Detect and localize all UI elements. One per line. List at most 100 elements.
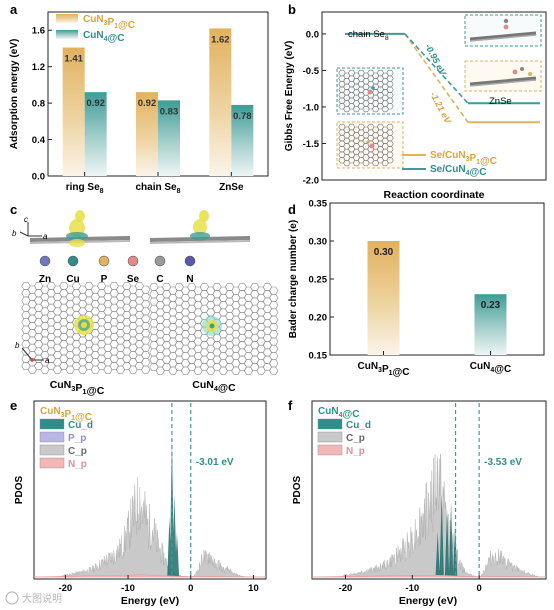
panel-letter-a: a bbox=[10, 2, 18, 17]
element-swatch bbox=[154, 255, 166, 267]
bar-value-label: 0.92 bbox=[138, 98, 157, 109]
watermark-text: 大图说明 bbox=[22, 592, 62, 605]
x-tick-label: 0 bbox=[476, 583, 481, 594]
bar bbox=[231, 104, 254, 176]
legend-a: CuN3P1@C CuN4@C bbox=[56, 14, 135, 44]
y-ticks-a: 0.0 0.4 0.8 1.2 1.6 bbox=[32, 26, 52, 183]
bar bbox=[474, 294, 507, 355]
legend-swatch bbox=[39, 431, 65, 443]
c_p-area bbox=[312, 453, 546, 578]
y-tick-label: 0.8 bbox=[32, 99, 45, 110]
legend-label-se-cun4: Se/CuN4@C bbox=[430, 164, 486, 178]
step-label-cun4: -0.95 eV bbox=[423, 42, 448, 78]
legend-label: N_p bbox=[346, 446, 365, 457]
bars-a: 1.410.92 0.920.831.620.78 bbox=[62, 28, 254, 177]
axis-label-b-top: b bbox=[12, 229, 17, 238]
element-swatch bbox=[67, 255, 79, 267]
x-tick-label: ring Se8 bbox=[66, 182, 104, 195]
energy-profile-b bbox=[345, 32, 540, 124]
x-tick-label: -10 bbox=[121, 583, 135, 594]
bar bbox=[209, 28, 232, 177]
x-ticks-e: -20 -10 0 10 bbox=[58, 575, 259, 594]
legend-swatch bbox=[317, 418, 343, 430]
legend-swatch bbox=[39, 457, 65, 469]
axes-frame-d bbox=[329, 202, 545, 356]
legend-label: N_p bbox=[68, 459, 87, 470]
element-label: C bbox=[156, 274, 163, 285]
bar-value-label: 1.41 bbox=[64, 54, 83, 65]
bar bbox=[62, 47, 85, 177]
axis-label-a-top: a bbox=[43, 232, 48, 241]
y-ticks-d: 0.15 0.20 0.25 0.30 0.35 bbox=[309, 199, 334, 362]
top-view-cun4 bbox=[149, 283, 279, 375]
x-tick-label: -20 bbox=[339, 583, 353, 594]
element-swatch bbox=[39, 255, 51, 267]
x-axis-label-f: Energy (eV) bbox=[399, 595, 457, 607]
element-swatch bbox=[98, 255, 110, 267]
legend-swatch bbox=[39, 444, 65, 456]
axes-frame-b bbox=[321, 11, 547, 181]
x-ticks-d: CuN3P1@C CuN4@C bbox=[357, 351, 511, 378]
y-tick-label: -1.0 bbox=[303, 102, 319, 113]
legend-label: C_p bbox=[346, 433, 365, 444]
axis-gizmo-top: c b a bbox=[12, 215, 48, 241]
element-legend: Zn Cu P Se C N bbox=[39, 255, 196, 285]
legend-e: CuN3P1@CCu_d P_p C_p N_p bbox=[39, 406, 93, 470]
c_p-area bbox=[34, 476, 266, 578]
inset-structure-left-top bbox=[336, 67, 404, 115]
element-label: P bbox=[101, 274, 108, 285]
legend-swatch-cun4 bbox=[56, 30, 78, 39]
panel-letter-f: f bbox=[288, 398, 293, 413]
panel-c: c c b a Zn Cu P Se C N bbox=[10, 202, 279, 397]
bar-value-label: 0.92 bbox=[86, 98, 105, 109]
x-axis-label-b: Reaction coordinate bbox=[384, 189, 485, 201]
inset-structure-left-bottom bbox=[336, 121, 404, 169]
legend-f: CuN4@CCu_d C_p N_p bbox=[317, 406, 371, 457]
bar bbox=[367, 241, 400, 355]
structure-label-cun3p1: CuN3P1@C bbox=[50, 379, 105, 397]
bar-value-label: 0.78 bbox=[233, 111, 252, 122]
y-tick-label: 0.4 bbox=[32, 135, 46, 146]
x-ticks-f: -20 -10 0 bbox=[339, 575, 482, 594]
n_p-area bbox=[33, 574, 267, 578]
legend-label: Cu_d bbox=[68, 420, 93, 431]
cu_d-peaks bbox=[435, 494, 458, 577]
y-tick-label: -0.5 bbox=[303, 66, 320, 77]
top-view-cun3p1 bbox=[21, 282, 151, 374]
legend-label: P_p bbox=[68, 433, 86, 444]
inset-structure-right-bottom bbox=[464, 60, 542, 92]
y-tick-label: 1.2 bbox=[32, 62, 45, 73]
y-ticks-b: -2.0 -1.5 -1.0 -0.5 0.0 bbox=[303, 29, 326, 187]
element-swatch bbox=[127, 255, 139, 267]
element-label: Cu bbox=[66, 274, 79, 285]
y-tick-label: 0.20 bbox=[309, 313, 328, 324]
x-tick-label: chain Se8 bbox=[135, 182, 180, 195]
bar bbox=[84, 92, 107, 176]
element-label: N bbox=[186, 274, 193, 285]
y-tick-label: 0.0 bbox=[306, 29, 319, 40]
x-tick-label: CuN3P1@C bbox=[357, 361, 409, 378]
step-connector bbox=[404, 33, 469, 123]
x-tick-label: 10 bbox=[248, 583, 259, 594]
panel-b: b -2.0 -1.5 -1.0 -0.5 0.0 Gibbs Free Energy … bbox=[284, 2, 547, 201]
element-label: Zn bbox=[39, 274, 51, 285]
n_p-area bbox=[311, 574, 547, 578]
axes-frame-e bbox=[33, 400, 267, 580]
bar-value-label: 0.30 bbox=[374, 247, 394, 258]
structure-label-cun4: CuN4@C bbox=[192, 379, 236, 394]
axis-gizmo-bottom: b a bbox=[15, 341, 50, 365]
panel-letter-d: d bbox=[288, 202, 296, 217]
cu_d-peaks bbox=[167, 437, 180, 577]
element-label: Se bbox=[127, 274, 140, 285]
pdos-plot-f: -3.53 eV bbox=[311, 403, 547, 579]
side-view-cun3p1 bbox=[29, 210, 131, 247]
x-tick-label: 0 bbox=[188, 583, 193, 594]
y-tick-label: 0.30 bbox=[309, 237, 328, 248]
panel-letter-c: c bbox=[10, 202, 17, 217]
x-tick-label: -10 bbox=[405, 583, 419, 594]
legend-b: Se/CuN3P1@C Se/CuN4@C bbox=[402, 150, 497, 178]
y-tick-label: -2.0 bbox=[303, 176, 319, 187]
legend-swatch-cun3p1 bbox=[56, 14, 78, 23]
y-tick-label: 0.35 bbox=[309, 199, 328, 210]
